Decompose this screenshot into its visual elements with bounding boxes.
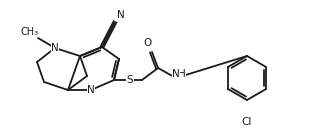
Text: Cl: Cl <box>242 117 252 127</box>
Text: N: N <box>117 10 125 20</box>
Text: H: H <box>178 69 186 79</box>
Text: S: S <box>127 75 133 85</box>
Text: N: N <box>172 69 180 79</box>
Text: N: N <box>51 43 59 53</box>
Text: N: N <box>87 85 95 95</box>
Text: O: O <box>144 38 152 48</box>
Text: CH₃: CH₃ <box>21 27 39 37</box>
